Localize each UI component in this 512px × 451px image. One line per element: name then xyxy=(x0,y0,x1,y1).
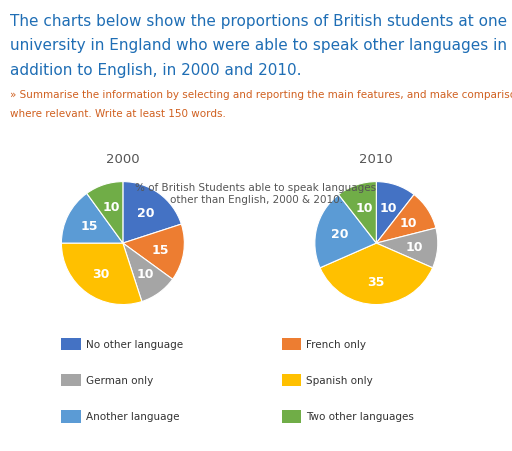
Text: addition to English, in 2000 and 2010.: addition to English, in 2000 and 2010. xyxy=(10,63,302,78)
Title: 2000: 2000 xyxy=(106,153,140,166)
Text: university in England who were able to speak other languages in: university in England who were able to s… xyxy=(10,38,507,53)
Text: 10: 10 xyxy=(406,240,423,253)
FancyBboxPatch shape xyxy=(282,410,301,423)
Text: 10: 10 xyxy=(137,268,154,281)
FancyBboxPatch shape xyxy=(61,338,81,350)
Title: 2010: 2010 xyxy=(359,153,393,166)
Text: 10: 10 xyxy=(102,201,120,214)
FancyBboxPatch shape xyxy=(282,374,301,387)
Wedge shape xyxy=(338,182,376,244)
Text: No other language: No other language xyxy=(86,339,183,349)
FancyBboxPatch shape xyxy=(61,410,81,423)
Text: 20: 20 xyxy=(137,206,154,219)
Wedge shape xyxy=(123,225,184,280)
Text: » Summarise the information by selecting and reporting the main features, and ma: » Summarise the information by selecting… xyxy=(10,90,512,100)
Text: 10: 10 xyxy=(380,201,397,214)
FancyBboxPatch shape xyxy=(61,374,81,387)
Text: French only: French only xyxy=(306,339,366,349)
Wedge shape xyxy=(376,195,436,244)
Wedge shape xyxy=(320,244,433,305)
Wedge shape xyxy=(61,194,123,244)
Text: 10: 10 xyxy=(355,201,373,214)
Text: 20: 20 xyxy=(331,228,348,241)
Wedge shape xyxy=(61,244,142,305)
Text: The charts below show the proportions of British students at one: The charts below show the proportions of… xyxy=(10,14,507,28)
Wedge shape xyxy=(376,182,414,244)
Text: 35: 35 xyxy=(368,275,385,288)
Text: 30: 30 xyxy=(92,268,109,281)
Wedge shape xyxy=(376,229,438,268)
Text: % of British Students able to speak languages
other than English, 2000 & 2010.: % of British Students able to speak lang… xyxy=(136,183,376,204)
Text: Another language: Another language xyxy=(86,411,180,421)
Wedge shape xyxy=(87,182,123,244)
Wedge shape xyxy=(123,244,173,302)
Text: where relevant. Write at least 150 words.: where relevant. Write at least 150 words… xyxy=(10,109,226,119)
Text: Two other languages: Two other languages xyxy=(306,411,414,421)
Text: 15: 15 xyxy=(80,220,98,233)
Text: 15: 15 xyxy=(152,243,169,256)
FancyBboxPatch shape xyxy=(282,338,301,350)
Text: German only: German only xyxy=(86,375,153,385)
Text: 10: 10 xyxy=(399,216,417,229)
Text: Spanish only: Spanish only xyxy=(306,375,373,385)
Wedge shape xyxy=(123,182,181,244)
Wedge shape xyxy=(315,195,376,268)
